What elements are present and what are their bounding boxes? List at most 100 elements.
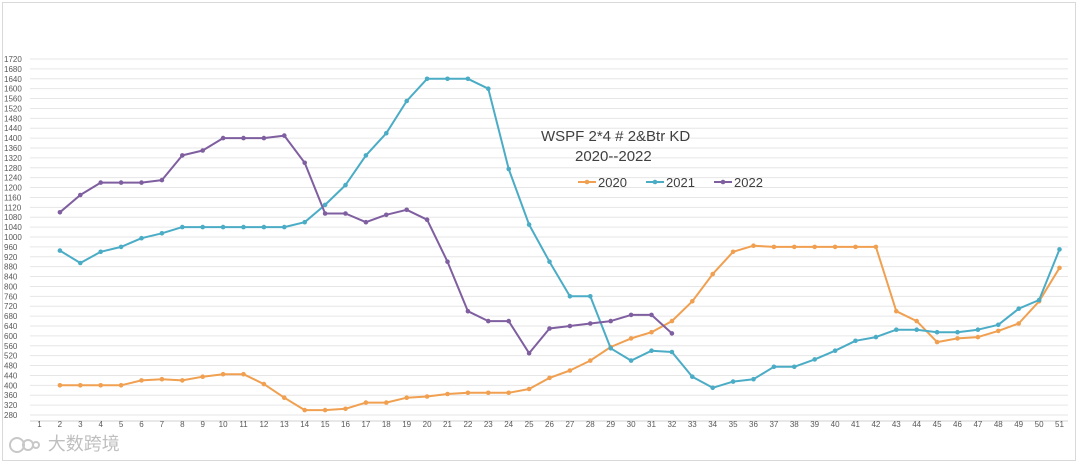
data-point: [302, 219, 308, 225]
legend-marker: [584, 179, 590, 185]
data-point: [200, 374, 205, 380]
data-point: [669, 318, 675, 324]
data-point: [547, 375, 552, 381]
data-point: [384, 130, 389, 136]
data-point: [261, 381, 267, 387]
data-point: [506, 390, 512, 396]
data-point: [220, 135, 226, 141]
y-tick-label: 1480: [4, 114, 22, 123]
data-point: [649, 312, 654, 318]
data-point: [832, 348, 838, 354]
x-tick-label: 48: [994, 420, 1003, 429]
data-point: [486, 86, 491, 91]
chart-frame: [2, 2, 1076, 461]
data-point: [792, 364, 797, 370]
y-tick-label: 520: [4, 352, 18, 361]
data-point: [220, 371, 226, 377]
data-point: [567, 368, 573, 373]
data-point: [180, 153, 185, 158]
data-point: [159, 376, 165, 382]
data-point: [78, 383, 83, 388]
data-point: [445, 391, 450, 397]
x-tick-label: 31: [647, 420, 656, 429]
legend-item-2022: 2022: [714, 175, 763, 190]
data-point: [241, 371, 246, 377]
data-point: [139, 180, 144, 185]
y-tick-label: 1160: [4, 193, 22, 202]
data-point: [669, 331, 675, 336]
chart-title: WSPF 2*4 # 2&Btr KD: [541, 128, 690, 145]
series-2021: [57, 76, 1062, 391]
x-tick-label: 27: [565, 420, 574, 429]
data-point: [853, 244, 858, 250]
data-point: [914, 318, 919, 324]
y-tick-label: 1720: [4, 55, 22, 64]
legend-marker: [652, 179, 658, 185]
data-point: [78, 192, 83, 198]
data-point: [812, 244, 817, 250]
data-point: [322, 211, 328, 216]
data-point: [445, 76, 450, 82]
data-point: [996, 328, 1001, 334]
y-tick-label: 280: [4, 411, 18, 420]
y-tick-label: 1000: [4, 233, 22, 242]
legend-label: 2021: [666, 175, 695, 190]
data-point: [118, 180, 124, 185]
x-tick-label: 32: [667, 420, 676, 429]
data-point: [1016, 321, 1021, 326]
y-tick-label: 1080: [4, 213, 22, 222]
data-point: [57, 383, 63, 388]
y-tick-label: 720: [4, 302, 18, 311]
x-tick-label: 34: [708, 420, 717, 429]
data-point: [792, 244, 797, 250]
data-point: [78, 260, 83, 266]
legend-marker: [720, 179, 726, 185]
data-point: [180, 224, 185, 230]
data-point: [628, 336, 634, 341]
data-point: [526, 386, 532, 392]
x-tick-label: 3: [78, 420, 83, 429]
data-point: [690, 299, 695, 304]
x-tick-label: 46: [953, 420, 962, 429]
data-point: [282, 133, 287, 138]
series-line-2020: [59, 244, 1061, 412]
data-point: [1016, 306, 1021, 312]
data-point: [220, 224, 226, 230]
data-point: [934, 329, 940, 335]
x-tick-label: 51: [1055, 420, 1064, 429]
data-point: [118, 244, 124, 250]
y-tick-label: 600: [4, 332, 18, 341]
x-tick-label: 40: [831, 420, 840, 429]
y-tick-label: 1400: [4, 134, 22, 143]
axes: 2803203604004404805205606006406807207608…: [4, 55, 1068, 429]
data-point: [1036, 297, 1042, 303]
y-tick-label: 640: [4, 322, 18, 331]
x-tick-label: 16: [341, 420, 350, 429]
series-line-2021: [59, 77, 1061, 389]
data-point: [424, 217, 430, 222]
data-point: [241, 224, 246, 230]
data-point: [608, 318, 613, 324]
data-point: [853, 338, 858, 344]
y-tick-label: 1040: [4, 223, 22, 232]
y-tick-label: 840: [4, 273, 18, 282]
legend-label: 2022: [734, 175, 763, 190]
x-tick-label: 8: [180, 420, 185, 429]
data-point: [261, 224, 267, 230]
data-point: [486, 390, 491, 396]
x-tick-label: 44: [912, 420, 921, 429]
data-point: [302, 160, 308, 166]
data-point: [465, 308, 471, 314]
data-point: [322, 202, 328, 208]
data-point: [955, 329, 960, 335]
data-point: [832, 244, 838, 250]
x-tick-label: 37: [769, 420, 778, 429]
series-lines: [57, 76, 1062, 413]
x-tick-label: 41: [851, 420, 860, 429]
data-point: [506, 318, 512, 324]
x-tick-label: 30: [627, 420, 636, 429]
data-point: [363, 400, 369, 405]
y-tick-label: 1320: [4, 154, 22, 163]
